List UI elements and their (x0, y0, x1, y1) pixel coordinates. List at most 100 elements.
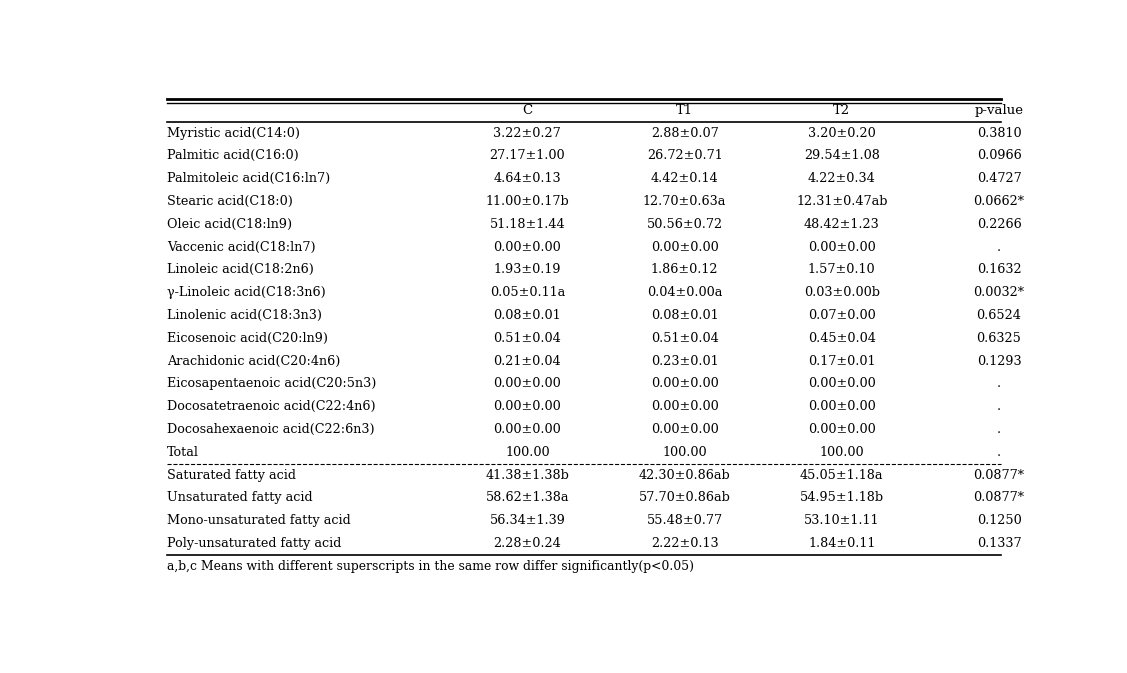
Text: T2: T2 (833, 104, 851, 117)
Text: 2.28±0.24: 2.28±0.24 (494, 537, 561, 550)
Text: 54.95±1.18b: 54.95±1.18b (800, 491, 884, 505)
Text: 0.03±0.00b: 0.03±0.00b (804, 286, 880, 299)
Text: 0.45±0.04: 0.45±0.04 (808, 332, 876, 345)
Text: T1: T1 (676, 104, 693, 117)
Text: Oleic acid(C18:ln9): Oleic acid(C18:ln9) (167, 218, 292, 231)
Text: 0.2266: 0.2266 (977, 218, 1021, 231)
Text: 55.48±0.77: 55.48±0.77 (647, 514, 722, 527)
Text: 0.1337: 0.1337 (977, 537, 1021, 550)
Text: 0.05±0.11a: 0.05±0.11a (490, 286, 565, 299)
Text: γ-Linoleic acid(C18:3n6): γ-Linoleic acid(C18:3n6) (167, 286, 326, 299)
Text: .: . (997, 378, 1001, 390)
Text: 0.00±0.00: 0.00±0.00 (808, 423, 876, 436)
Text: 0.0032*: 0.0032* (974, 286, 1024, 299)
Text: 1.86±0.12: 1.86±0.12 (650, 263, 718, 277)
Text: .: . (997, 400, 1001, 413)
Text: 2.88±0.07: 2.88±0.07 (650, 127, 718, 139)
Text: 4.22±0.34: 4.22±0.34 (808, 172, 876, 185)
Text: 26.72±0.71: 26.72±0.71 (647, 149, 722, 162)
Text: 0.00±0.00: 0.00±0.00 (808, 241, 876, 254)
Text: Palmitoleic acid(C16:ln7): Palmitoleic acid(C16:ln7) (167, 172, 330, 185)
Text: Myristic acid(C14:0): Myristic acid(C14:0) (167, 127, 300, 139)
Text: 0.00±0.00: 0.00±0.00 (650, 400, 718, 413)
Text: 0.00±0.00: 0.00±0.00 (808, 400, 876, 413)
Text: .: . (997, 423, 1001, 436)
Text: 0.04±0.00a: 0.04±0.00a (647, 286, 722, 299)
Text: Docosahexaenoic acid(C22:6n3): Docosahexaenoic acid(C22:6n3) (167, 423, 374, 436)
Text: 56.34±1.39: 56.34±1.39 (489, 514, 566, 527)
Text: Stearic acid(C18:0): Stearic acid(C18:0) (167, 195, 293, 208)
Text: 48.42±1.23: 48.42±1.23 (804, 218, 880, 231)
Text: Eicosapentaenoic acid(C20:5n3): Eicosapentaenoic acid(C20:5n3) (167, 378, 376, 390)
Text: 0.0966: 0.0966 (977, 149, 1021, 162)
Text: 0.17±0.01: 0.17±0.01 (808, 355, 876, 367)
Text: 58.62±1.38a: 58.62±1.38a (486, 491, 569, 505)
Text: 100.00: 100.00 (663, 446, 707, 459)
Text: 0.1250: 0.1250 (977, 514, 1021, 527)
Text: 1.93±0.19: 1.93±0.19 (494, 263, 561, 277)
Text: 3.20±0.20: 3.20±0.20 (808, 127, 876, 139)
Text: 0.4727: 0.4727 (977, 172, 1021, 185)
Text: 1.84±0.11: 1.84±0.11 (808, 537, 876, 550)
Text: 12.70±0.63a: 12.70±0.63a (642, 195, 726, 208)
Text: 0.00±0.00: 0.00±0.00 (650, 423, 718, 436)
Text: 0.1293: 0.1293 (977, 355, 1021, 367)
Text: 0.21±0.04: 0.21±0.04 (494, 355, 561, 367)
Text: 0.0662*: 0.0662* (974, 195, 1024, 208)
Text: 0.0877*: 0.0877* (974, 468, 1024, 482)
Text: Eicosenoic acid(C20:ln9): Eicosenoic acid(C20:ln9) (167, 332, 328, 345)
Text: 11.00±0.17b: 11.00±0.17b (486, 195, 569, 208)
Text: 50.56±0.72: 50.56±0.72 (647, 218, 722, 231)
Text: 0.0877*: 0.0877* (974, 491, 1024, 505)
Text: Poly-unsaturated fatty acid: Poly-unsaturated fatty acid (167, 537, 341, 550)
Text: 0.1632: 0.1632 (977, 263, 1021, 277)
Text: .: . (997, 241, 1001, 254)
Text: 0.00±0.00: 0.00±0.00 (494, 423, 561, 436)
Text: Linolenic acid(C18:3n3): Linolenic acid(C18:3n3) (167, 309, 322, 322)
Text: 53.10±1.11: 53.10±1.11 (804, 514, 879, 527)
Text: Mono-unsaturated fatty acid: Mono-unsaturated fatty acid (167, 514, 350, 527)
Text: 0.00±0.00: 0.00±0.00 (650, 241, 718, 254)
Text: 4.42±0.14: 4.42±0.14 (650, 172, 718, 185)
Text: 0.00±0.00: 0.00±0.00 (494, 241, 561, 254)
Text: 2.22±0.13: 2.22±0.13 (650, 537, 718, 550)
Text: a,b,c Means with different superscripts in the same row differ significantly(p<0: a,b,c Means with different superscripts … (167, 560, 694, 573)
Text: C: C (522, 104, 532, 117)
Text: 4.64±0.13: 4.64±0.13 (494, 172, 561, 185)
Text: 0.51±0.04: 0.51±0.04 (494, 332, 561, 345)
Text: 1.57±0.10: 1.57±0.10 (808, 263, 876, 277)
Text: 0.00±0.00: 0.00±0.00 (650, 378, 718, 390)
Text: 12.31±0.47ab: 12.31±0.47ab (796, 195, 888, 208)
Text: 3.22±0.27: 3.22±0.27 (494, 127, 561, 139)
Text: 41.38±1.38b: 41.38±1.38b (486, 468, 569, 482)
Text: 0.51±0.04: 0.51±0.04 (650, 332, 718, 345)
Text: 42.30±0.86ab: 42.30±0.86ab (639, 468, 730, 482)
Text: 0.00±0.00: 0.00±0.00 (494, 378, 561, 390)
Text: Docosatetraenoic acid(C22:4n6): Docosatetraenoic acid(C22:4n6) (167, 400, 375, 413)
Text: Saturated fatty acid: Saturated fatty acid (167, 468, 296, 482)
Text: 29.54±1.08: 29.54±1.08 (804, 149, 880, 162)
Text: .: . (997, 446, 1001, 459)
Text: Linoleic acid(C18:2n6): Linoleic acid(C18:2n6) (167, 263, 314, 277)
Text: Total: Total (167, 446, 199, 459)
Text: 0.00±0.00: 0.00±0.00 (808, 378, 876, 390)
Text: 45.05±1.18a: 45.05±1.18a (800, 468, 884, 482)
Text: Unsaturated fatty acid: Unsaturated fatty acid (167, 491, 312, 505)
Text: Arachidonic acid(C20:4n6): Arachidonic acid(C20:4n6) (167, 355, 340, 367)
Text: 0.08±0.01: 0.08±0.01 (650, 309, 718, 322)
Text: 0.6524: 0.6524 (977, 309, 1021, 322)
Text: 0.23±0.01: 0.23±0.01 (650, 355, 718, 367)
Text: 100.00: 100.00 (505, 446, 550, 459)
Text: 27.17±1.00: 27.17±1.00 (489, 149, 565, 162)
Text: 0.6325: 0.6325 (977, 332, 1021, 345)
Text: 51.18±1.44: 51.18±1.44 (489, 218, 565, 231)
Text: p-value: p-value (975, 104, 1023, 117)
Text: 0.08±0.01: 0.08±0.01 (494, 309, 561, 322)
Text: 0.3810: 0.3810 (977, 127, 1021, 139)
Text: 0.00±0.00: 0.00±0.00 (494, 400, 561, 413)
Text: Palmitic acid(C16:0): Palmitic acid(C16:0) (167, 149, 299, 162)
Text: 57.70±0.86ab: 57.70±0.86ab (639, 491, 730, 505)
Text: 0.07±0.00: 0.07±0.00 (808, 309, 876, 322)
Text: Vaccenic acid(C18:ln7): Vaccenic acid(C18:ln7) (167, 241, 316, 254)
Text: 100.00: 100.00 (819, 446, 864, 459)
